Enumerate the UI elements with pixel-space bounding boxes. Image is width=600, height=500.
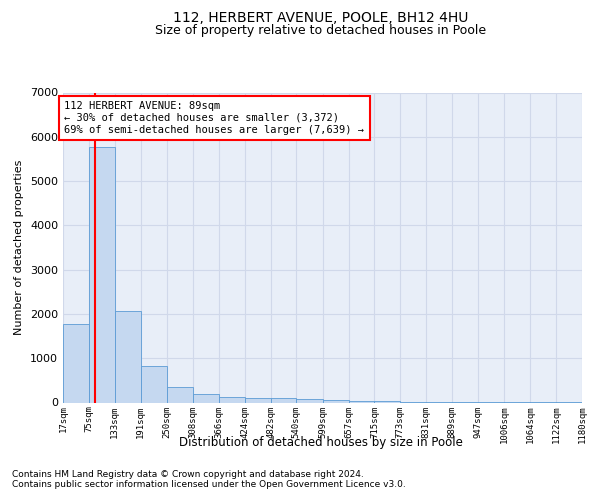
Bar xyxy=(219,397,245,402)
Bar xyxy=(323,400,349,402)
Text: 112 HERBERT AVENUE: 89sqm
← 30% of detached houses are smaller (3,372)
69% of se: 112 HERBERT AVENUE: 89sqm ← 30% of detac… xyxy=(64,102,364,134)
Bar xyxy=(349,400,374,402)
Bar xyxy=(193,394,219,402)
Bar xyxy=(140,366,167,403)
Bar xyxy=(63,324,89,402)
Text: Contains HM Land Registry data © Crown copyright and database right 2024.: Contains HM Land Registry data © Crown c… xyxy=(12,470,364,479)
Y-axis label: Number of detached properties: Number of detached properties xyxy=(14,160,25,335)
Text: 112, HERBERT AVENUE, POOLE, BH12 4HU: 112, HERBERT AVENUE, POOLE, BH12 4HU xyxy=(173,11,469,25)
Text: Distribution of detached houses by size in Poole: Distribution of detached houses by size … xyxy=(179,436,463,449)
Bar xyxy=(115,312,140,402)
Text: Contains public sector information licensed under the Open Government Licence v3: Contains public sector information licen… xyxy=(12,480,406,489)
Bar xyxy=(296,398,323,402)
Text: Size of property relative to detached houses in Poole: Size of property relative to detached ho… xyxy=(155,24,487,37)
Bar xyxy=(167,388,193,402)
Bar xyxy=(271,398,296,402)
Bar xyxy=(245,398,271,402)
Bar xyxy=(89,146,115,402)
